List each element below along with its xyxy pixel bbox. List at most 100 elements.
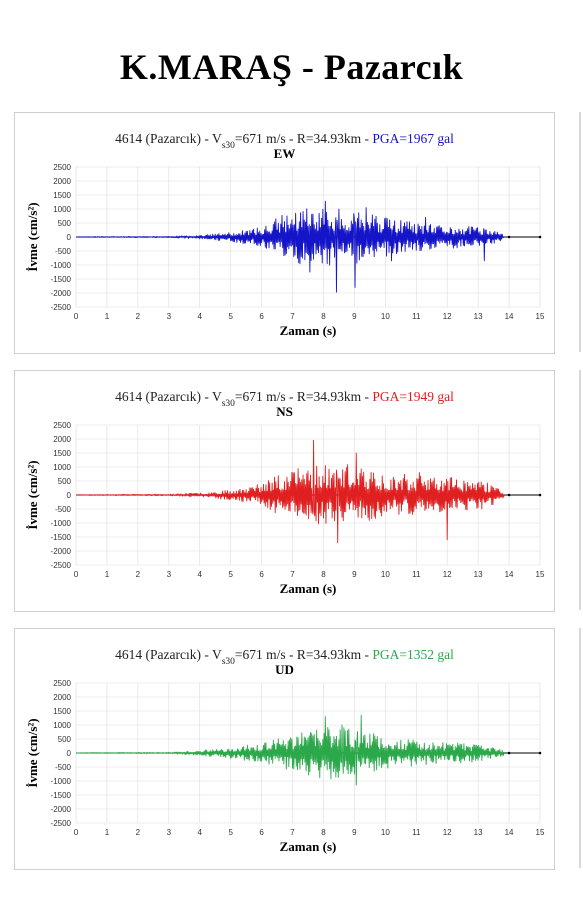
chart-title-ud: 4614 (Pazarcık) - Vs30=671 m/s - R=34.93… xyxy=(115,647,454,667)
chart-title-ew: 4614 (Pazarcık) - Vs30=671 m/s - R=34.93… xyxy=(115,131,454,151)
x-tick-label: 8 xyxy=(321,312,326,321)
x-tick-label: 0 xyxy=(74,312,79,321)
x-axis-label: Zaman (s) xyxy=(280,581,337,596)
x-tick-label: 10 xyxy=(381,828,390,837)
x-tick-label: 14 xyxy=(505,570,514,579)
x-tick-label: 4 xyxy=(198,828,203,837)
zero-line-marker xyxy=(538,751,542,755)
chart-panel-ud: 4614 (Pazarcık) - Vs30=671 m/s - R=34.93… xyxy=(14,628,555,870)
y-tick-label: -1000 xyxy=(51,261,72,270)
x-tick-label: 5 xyxy=(228,312,233,321)
y-tick-label: 0 xyxy=(67,749,72,758)
chart-ns: 4614 (Pazarcık) - Vs30=671 m/s - R=34.93… xyxy=(25,389,545,596)
series-line-ew xyxy=(75,200,505,293)
x-tick-label: 11 xyxy=(412,570,421,579)
component-label-ud: UD xyxy=(275,662,294,677)
chart-panel-ew: 4614 (Pazarcık) - Vs30=671 m/s - R=34.93… xyxy=(14,112,555,354)
y-tick-label: -1500 xyxy=(51,275,72,284)
y-axis-label: İvme (cm/s²) xyxy=(25,460,40,529)
component-label-ew: EW xyxy=(274,146,296,161)
x-tick-label: 2 xyxy=(136,570,141,579)
x-tick-label: 15 xyxy=(536,312,545,321)
y-tick-label: -2500 xyxy=(51,561,72,570)
x-tick-label: 15 xyxy=(536,570,545,579)
x-tick-label: 7 xyxy=(290,570,295,579)
x-tick-label: 5 xyxy=(228,570,233,579)
x-tick-label: 9 xyxy=(352,312,357,321)
y-tick-label: 500 xyxy=(58,735,72,744)
x-tick-label: 6 xyxy=(259,570,264,579)
chart-title-ns: 4614 (Pazarcık) - Vs30=671 m/s - R=34.93… xyxy=(115,389,454,409)
x-tick-label: 11 xyxy=(412,828,421,837)
x-tick-label: 12 xyxy=(443,570,452,579)
x-tick-label: 2 xyxy=(136,312,141,321)
y-tick-label: -500 xyxy=(55,247,72,256)
x-tick-label: 8 xyxy=(321,570,326,579)
y-tick-label: 2000 xyxy=(53,435,71,444)
y-tick-label: 1500 xyxy=(53,707,71,716)
x-tick-label: 10 xyxy=(381,312,390,321)
x-tick-label: 4 xyxy=(198,312,203,321)
zero-line-marker xyxy=(507,751,511,755)
y-tick-label: 2000 xyxy=(53,693,71,702)
zero-line-marker xyxy=(507,493,511,497)
y-tick-label: -1000 xyxy=(51,519,72,528)
y-tick-label: -1500 xyxy=(51,533,72,542)
x-tick-label: 9 xyxy=(352,570,357,579)
adjacent-panel-edge xyxy=(579,370,581,610)
chart-panel-ns: 4614 (Pazarcık) - Vs30=671 m/s - R=34.93… xyxy=(14,370,555,612)
x-tick-label: 8 xyxy=(321,828,326,837)
x-tick-label: 0 xyxy=(74,828,79,837)
chart-ud: 4614 (Pazarcık) - Vs30=671 m/s - R=34.93… xyxy=(25,647,545,854)
y-tick-label: 0 xyxy=(67,233,72,242)
zero-line-marker xyxy=(507,235,511,239)
y-tick-label: 2500 xyxy=(53,679,71,688)
x-tick-label: 9 xyxy=(352,828,357,837)
x-tick-label: 1 xyxy=(105,828,110,837)
x-tick-label: 2 xyxy=(136,828,141,837)
component-label-ns: NS xyxy=(276,404,293,419)
y-tick-label: -2000 xyxy=(51,547,72,556)
y-tick-label: -2000 xyxy=(51,289,72,298)
x-tick-label: 6 xyxy=(259,828,264,837)
y-tick-label: -2500 xyxy=(51,819,72,828)
x-axis-label: Zaman (s) xyxy=(280,323,337,338)
chart-ew: 4614 (Pazarcık) - Vs30=671 m/s - R=34.93… xyxy=(25,131,545,338)
y-tick-label: -2500 xyxy=(51,303,72,312)
series-line-ns xyxy=(75,439,505,544)
y-tick-label: 2500 xyxy=(53,421,71,430)
y-tick-label: -500 xyxy=(55,505,72,514)
x-tick-label: 3 xyxy=(167,828,172,837)
y-tick-label: 1000 xyxy=(53,721,71,730)
y-axis-label: İvme (cm/s²) xyxy=(25,718,40,787)
y-tick-label: 500 xyxy=(58,219,72,228)
x-tick-label: 12 xyxy=(443,828,452,837)
y-tick-label: 1000 xyxy=(53,463,71,472)
x-tick-label: 12 xyxy=(443,312,452,321)
y-axis-label: İvme (cm/s²) xyxy=(25,202,40,271)
x-tick-label: 7 xyxy=(290,312,295,321)
y-tick-label: -1500 xyxy=(51,791,72,800)
x-tick-label: 3 xyxy=(167,312,172,321)
y-tick-label: 1500 xyxy=(53,449,71,458)
x-tick-label: 13 xyxy=(474,312,483,321)
x-tick-label: 13 xyxy=(474,828,483,837)
y-tick-label: 2000 xyxy=(53,177,71,186)
x-tick-label: 4 xyxy=(198,570,203,579)
x-tick-label: 0 xyxy=(74,570,79,579)
zero-line-marker xyxy=(538,493,542,497)
x-tick-label: 5 xyxy=(228,828,233,837)
x-tick-label: 11 xyxy=(412,312,421,321)
y-tick-label: 0 xyxy=(67,491,72,500)
series-line-ud xyxy=(75,714,505,786)
x-tick-label: 10 xyxy=(381,570,390,579)
page-title: K.MARAŞ - Pazarcık xyxy=(119,47,464,87)
x-tick-label: 7 xyxy=(290,828,295,837)
x-tick-label: 13 xyxy=(474,570,483,579)
zero-line-marker xyxy=(538,235,542,239)
x-tick-label: 15 xyxy=(536,828,545,837)
adjacent-panel-edge xyxy=(579,628,581,868)
y-tick-label: -1000 xyxy=(51,777,72,786)
y-tick-label: 1500 xyxy=(53,191,71,200)
x-tick-label: 14 xyxy=(505,828,514,837)
